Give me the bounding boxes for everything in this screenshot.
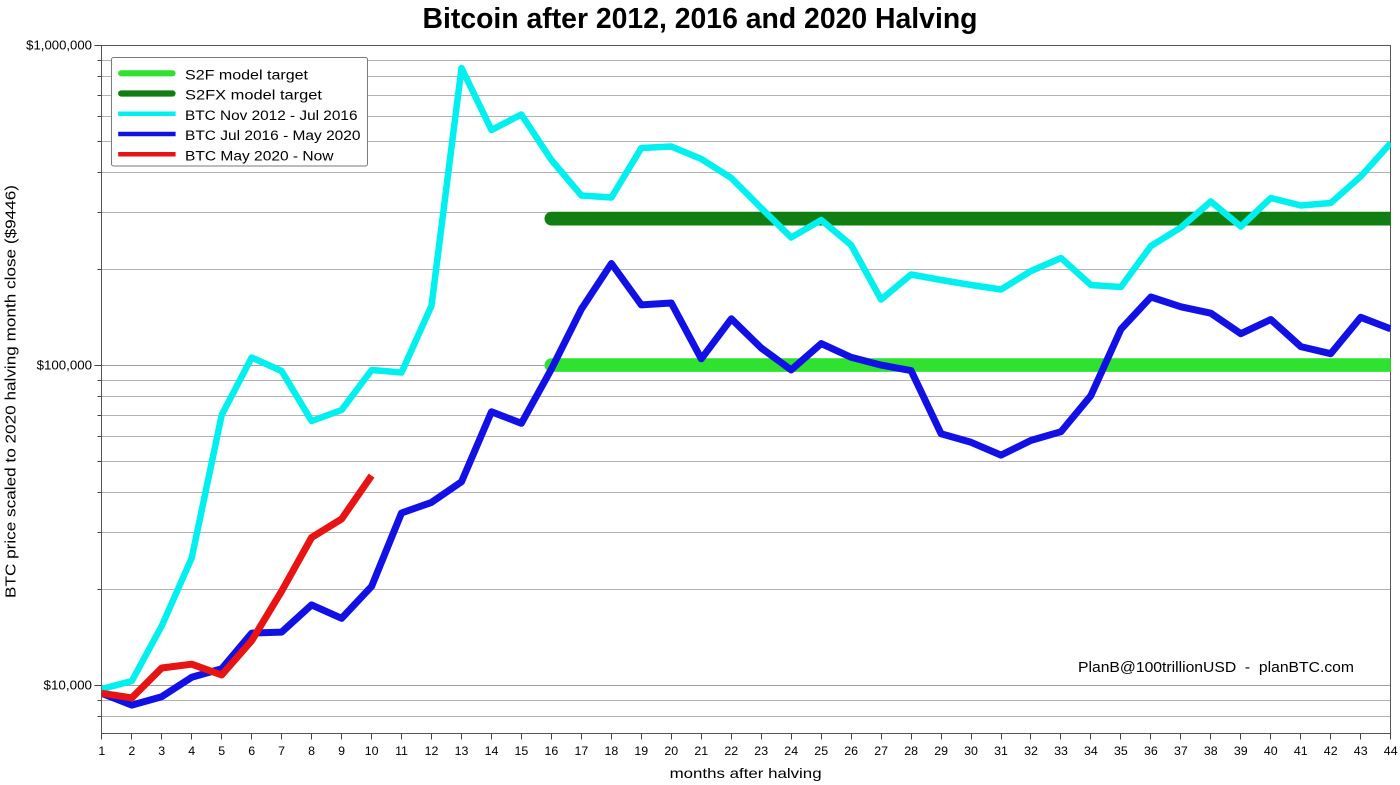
svg-text:12: 12 [425,744,439,758]
svg-text:25: 25 [814,744,828,758]
svg-text:5: 5 [218,744,225,758]
svg-text:$1,000,000: $1,000,000 [26,39,92,53]
svg-text:29: 29 [934,744,948,758]
svg-text:13: 13 [455,744,469,758]
svg-text:Bitcoin after 2012, 2016 and 2: Bitcoin after 2012, 2016 and 2020 Halvin… [423,3,978,35]
svg-text:10: 10 [365,744,379,758]
svg-text:39: 39 [1234,744,1248,758]
svg-text:8: 8 [308,744,315,758]
svg-text:23: 23 [754,744,768,758]
svg-text:3: 3 [158,744,165,758]
svg-text:16: 16 [545,744,559,758]
svg-text:42: 42 [1324,744,1338,758]
svg-text:S2F model target: S2F model target [185,67,308,82]
svg-text:34: 34 [1084,744,1098,758]
svg-text:17: 17 [575,744,589,758]
svg-text:37: 37 [1174,744,1188,758]
svg-text:35: 35 [1114,744,1128,758]
svg-text:18: 18 [605,744,619,758]
svg-text:BTC price scaled to 2020 halvi: BTC price scaled to 2020 halving month c… [3,185,20,598]
svg-text:20: 20 [664,744,678,758]
svg-text:31: 31 [994,744,1008,758]
svg-text:11: 11 [395,744,408,758]
svg-text:BTC Nov 2012 - Jul 2016: BTC Nov 2012 - Jul 2016 [185,108,358,123]
svg-text:44: 44 [1384,744,1398,758]
svg-text:7: 7 [278,744,285,758]
svg-text:28: 28 [904,744,918,758]
svg-text:$10,000: $10,000 [44,679,93,693]
svg-text:27: 27 [874,744,888,758]
svg-text:21: 21 [694,744,708,758]
svg-text:2: 2 [128,744,135,758]
svg-text:43: 43 [1354,744,1368,758]
svg-text:22: 22 [724,744,738,758]
svg-text:1: 1 [98,744,105,758]
svg-text:14: 14 [485,744,499,758]
svg-text:PlanB@100trillionUSD - planB: PlanB@100trillionUSD - planBTC.com [1078,659,1354,676]
svg-text:36: 36 [1144,744,1158,758]
svg-text:24: 24 [784,744,798,758]
svg-text:19: 19 [634,744,648,758]
svg-text:26: 26 [844,744,858,758]
svg-text:BTC Jul 2016 - May 2020: BTC Jul 2016 - May 2020 [185,128,361,143]
svg-text:4: 4 [188,744,195,758]
svg-text:40: 40 [1264,744,1278,758]
svg-text:33: 33 [1054,744,1068,758]
svg-text:32: 32 [1024,744,1038,758]
svg-text:30: 30 [964,744,978,758]
svg-text:15: 15 [515,744,529,758]
svg-text:S2FX model target: S2FX model target [185,88,322,103]
svg-text:38: 38 [1204,744,1218,758]
svg-text:6: 6 [248,744,255,758]
svg-text:9: 9 [338,744,345,758]
svg-text:months after halving: months after halving [670,765,822,781]
svg-text:41: 41 [1294,744,1308,758]
svg-text:$100,000: $100,000 [37,359,92,373]
svg-text:BTC May 2020 - Now: BTC May 2020 - Now [185,148,334,163]
